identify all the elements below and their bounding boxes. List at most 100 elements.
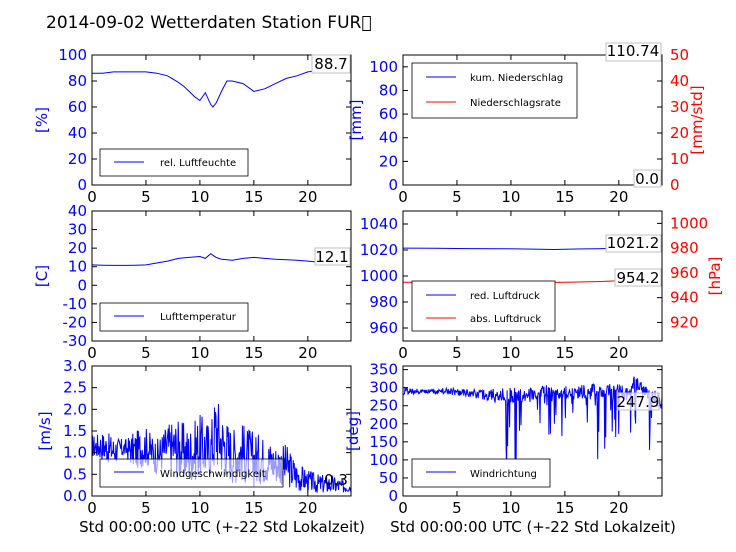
temperature-frame (91, 210, 352, 342)
pressure-ytick-label: 960 (369, 319, 398, 337)
wind-speed-ticks: 0 5 10 15 20 0.0 0.5 1.0 1.5 2.0 2.5 3.0 (63, 357, 351, 517)
panel-humidity: 0 5 10 15 20 0 20 40 60 80 100 [%] 88.7 rel. Luftf… (33, 46, 352, 206)
precipitation-current-value: 110.74 (607, 42, 660, 60)
pressure-legend (411, 280, 556, 332)
pressure-ytick-right-label: 1000 (670, 214, 708, 232)
pressure-ytick-label: 1000 (360, 267, 398, 285)
humidity-ticks: 0 5 10 15 20 0 20 40 60 80 100 (58, 46, 351, 206)
pressure-xtick-label: 0 (398, 344, 408, 362)
xlabel-left: Std 00:00:00 UTC (+-22 Std Lokalzeit) (79, 518, 365, 536)
wind-speed-legend (99, 458, 284, 488)
pressure-current-box (605, 234, 662, 253)
xlabel-right: Std 00:00:00 UTC (+-22 Std Lokalzeit) (390, 518, 676, 536)
precipitation-frame (402, 54, 663, 186)
wind-speed-xtick-label: 10 (190, 499, 209, 517)
precipitation-ytick-right-label: 40 (670, 72, 689, 90)
wind-speed-ytick-label: 2.5 (63, 379, 87, 397)
precipitation-legend-label-0: kum. Niederschlag (470, 73, 563, 84)
wind-direction-ytick-label: 150 (369, 433, 398, 451)
wind-direction-ylabel: [deg] (344, 411, 362, 451)
temperature-ytick-label: -20 (63, 313, 88, 331)
temperature-xtick-label: 15 (244, 344, 263, 362)
wind-direction-legend (411, 458, 551, 488)
wind-direction-ytick-label: 0 (388, 487, 398, 505)
temperature-ytick-label: -10 (63, 295, 88, 313)
temperature-ylabel: [C] (33, 265, 51, 287)
humidity-ytick-label: 20 (68, 150, 87, 168)
precipitation-ylabel-right: [mm/std] (688, 85, 706, 154)
wind-direction-legend-label: Windrichtung (470, 469, 537, 480)
panel-wind-speed: 0 5 10 15 20 0.0 0.5 1.0 1.5 2.0 2.5 3.0 [m/s] Wind… (36, 357, 352, 517)
temperature-current-box (314, 247, 351, 266)
precipitation-xtick-label: 5 (452, 188, 462, 206)
wind-direction-frame (402, 365, 663, 497)
precipitation-xtick-label: 0 (398, 188, 408, 206)
precipitation-xtick-label: 10 (501, 188, 520, 206)
wind-direction-ytick-label: 50 (379, 469, 398, 487)
wind-direction-ytick-label: 250 (369, 397, 398, 415)
humidity-ytick-label: 40 (68, 124, 87, 142)
temperature-series-line-0 (91, 253, 351, 266)
precipitation-current-value-right: 0.0 (635, 170, 659, 188)
humidity-series-line-0 (92, 68, 352, 108)
precipitation-ytick-right-label: 50 (670, 46, 689, 64)
precipitation-ytick-label: 0 (388, 176, 398, 194)
pressure-ytick-right-label: 920 (670, 313, 699, 331)
wind-direction-xtick-label: 0 (398, 499, 408, 517)
temperature-xtick-label: 5 (141, 344, 151, 362)
precipitation-ytick-label: 100 (369, 58, 398, 76)
humidity-xtick-label: 10 (190, 188, 209, 206)
humidity-xtick-label: 0 (87, 188, 97, 206)
humidity-xtick-label: 5 (141, 188, 151, 206)
wind-speed-ytick-label: 3.0 (63, 357, 87, 375)
humidity-xtick-label: 15 (244, 188, 263, 206)
humidity-ylabel: [%] (33, 107, 51, 133)
wind-direction-series-layer (402, 376, 663, 473)
temperature-xtick-label: 20 (298, 344, 317, 362)
wind-direction-ytick-label: 300 (369, 379, 398, 397)
temperature-ytick-label: 20 (68, 239, 87, 257)
wind-speed-ylabel: [m/s] (36, 411, 54, 450)
wind-direction-current-value: 247.9 (617, 393, 660, 411)
pressure-ytick-label: 1020 (360, 241, 398, 259)
humidity-frame (91, 54, 352, 186)
temperature-ytick-label: 30 (68, 221, 87, 239)
pressure-current-box-right (614, 268, 662, 287)
pressure-xtick-label: 15 (555, 344, 574, 362)
precipitation-ylabel: [mm] (347, 100, 365, 141)
pressure-xtick-label: 20 (609, 344, 628, 362)
temperature-legend (99, 302, 249, 332)
pressure-ytick-right-label: 940 (670, 289, 699, 307)
wind-speed-ytick-label: 0.0 (63, 487, 87, 505)
temperature-xtick-label: 10 (190, 344, 209, 362)
precipitation-ytick-label: 40 (379, 129, 398, 147)
precipitation-ytick-right-label: 20 (670, 124, 689, 142)
temperature-ytick-label: -30 (63, 332, 88, 350)
pressure-legend-label-0: red. Luftdruck (470, 291, 540, 302)
pressure-xtick-label: 5 (452, 344, 462, 362)
humidity-current-value: 88.7 (314, 55, 347, 73)
precipitation-ytick-right-label: 10 (670, 150, 689, 168)
wind-direction-series-line (402, 376, 663, 473)
precipitation-legend-label-1: Niederschlagsrate (470, 98, 561, 109)
precipitation-ytick-label: 80 (379, 81, 398, 99)
pressure-ytick-label: 1040 (360, 215, 398, 233)
wind-direction-xtick-label: 5 (452, 499, 462, 517)
wind-speed-current-value: 0.3 (324, 471, 348, 489)
wind-speed-ytick-label: 2.0 (63, 400, 87, 418)
pressure-ytick-label: 980 (369, 293, 398, 311)
humidity-ytick-label: 0 (77, 176, 87, 194)
wind-speed-xtick-label: 0 (87, 499, 97, 517)
wind-direction-xtick-label: 15 (555, 499, 574, 517)
precipitation-legend (411, 62, 578, 119)
precipitation-current-box-right (633, 169, 662, 188)
wind-speed-ytick-label: 1.0 (63, 444, 87, 462)
precipitation-xtick-label: 15 (555, 188, 574, 206)
pressure-ytick-right-label: 980 (670, 239, 699, 257)
panel-pressure: 0 5 10 15 20 960 980 1000 1020 1040 920 940 960 980 10… (360, 210, 724, 362)
